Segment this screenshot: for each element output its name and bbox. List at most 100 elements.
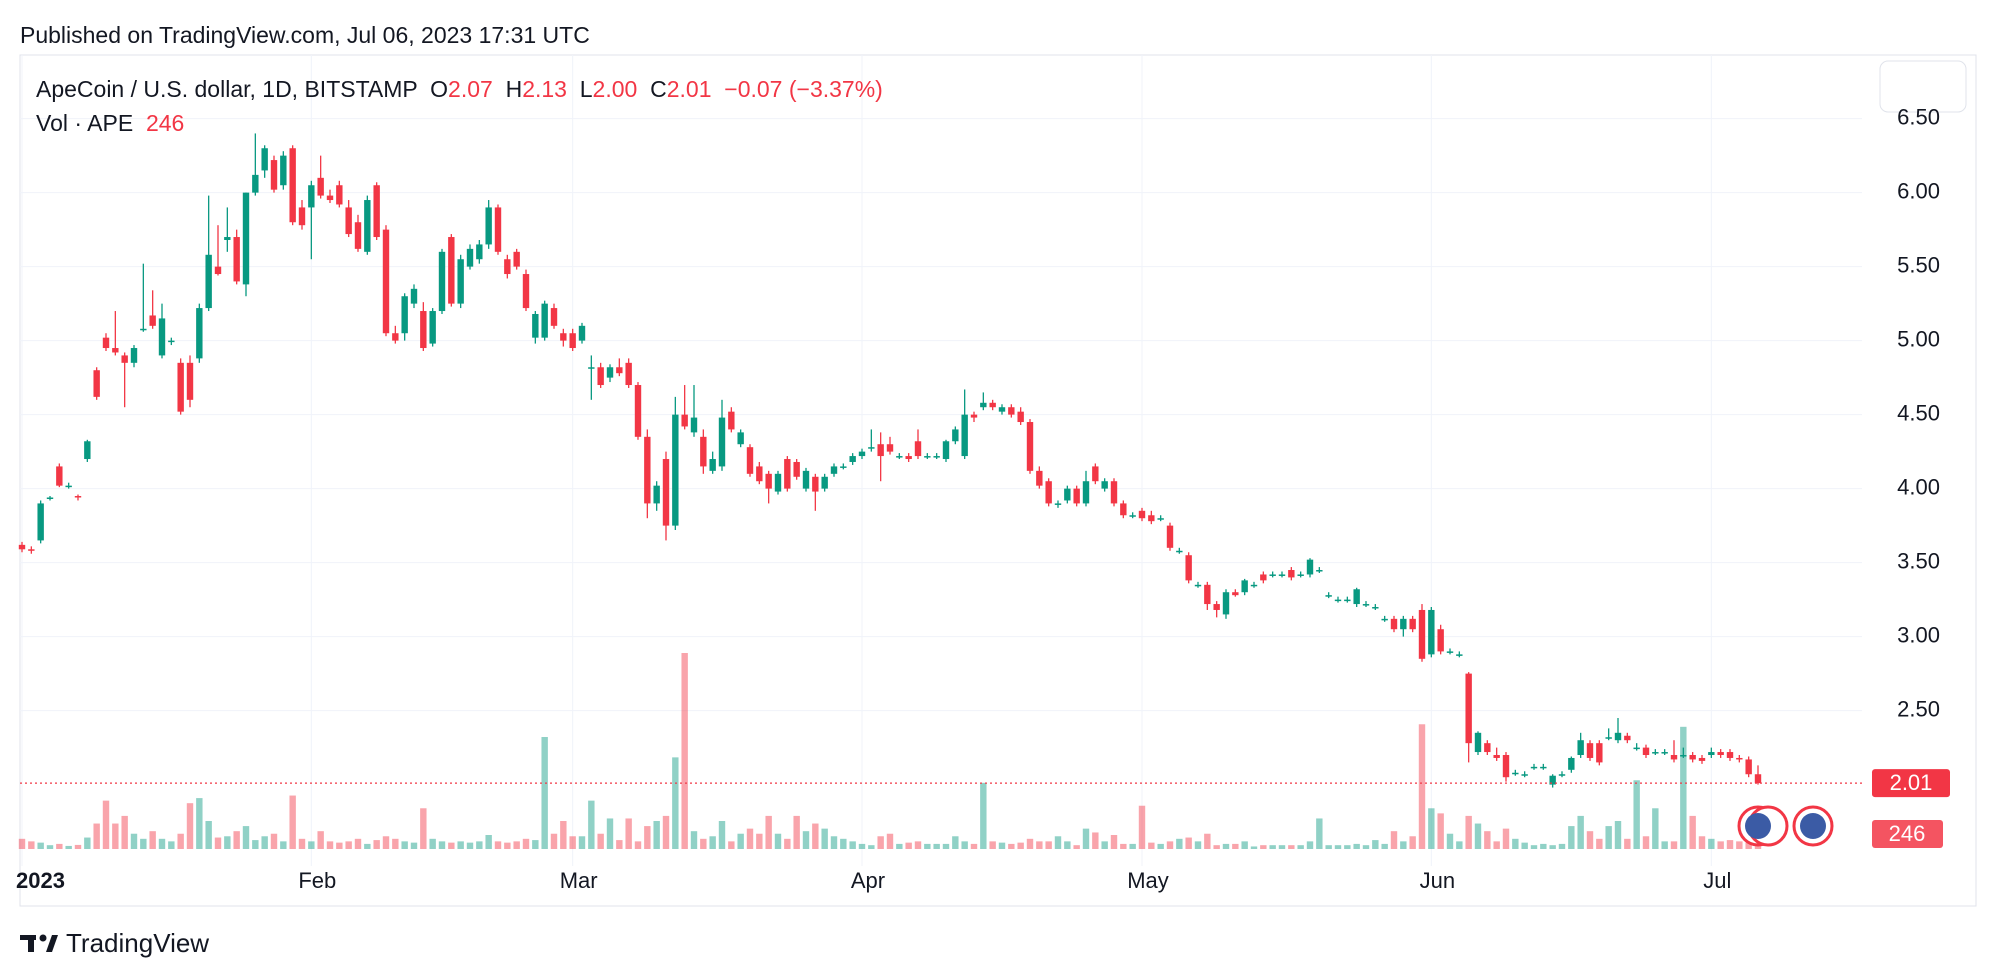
candle-body [896,456,903,458]
x-tick-label: Feb [298,868,336,893]
volume-bar [317,831,324,849]
y-tick-label: 6.50 [1897,104,1940,129]
volume-bar [1596,838,1603,849]
candle-body [1586,743,1594,758]
volume-bar [1213,845,1220,849]
volume-bar [905,842,912,849]
volume-bar [102,800,110,849]
volume-bar [1064,841,1071,849]
candle-body [756,466,763,482]
y-tick-label: 4.00 [1897,474,1940,499]
volume-bar [597,833,604,849]
last-price-tag [1872,769,1950,798]
volume-bar [924,843,931,849]
candle-body [1642,747,1650,756]
candle-body [709,459,716,471]
volume-bar [1353,843,1360,849]
candle-body [1213,604,1220,610]
candle-body [1120,503,1127,516]
volume-bar [1670,841,1678,849]
volume-bar [392,838,399,849]
y-tick-label: 6.00 [1897,178,1940,203]
volume-bar [457,841,464,849]
volume-bar [270,833,278,849]
candle-body [597,367,604,386]
volume-bar [1138,805,1146,849]
volume-bar [37,842,44,849]
candle-body [1568,757,1575,770]
volume-bar [560,821,567,849]
candle-body [746,447,754,474]
volume-tag [1872,820,1943,848]
volume-bar [28,841,35,849]
candle-body [158,318,166,356]
volume-bar [1148,842,1155,849]
settings-button[interactable] [1879,60,1967,113]
volume-bar [1250,846,1258,849]
brand[interactable]: TradingView [66,928,210,958]
volume-bar [765,815,772,849]
candle-body [130,348,138,363]
candle-body [1726,752,1734,758]
volume-bar [784,838,791,849]
x-tick-label: Jul [1703,868,1731,893]
volume-bar [410,842,418,849]
volume-bar [1110,835,1118,849]
ohlc-key: L [579,76,593,102]
candle-body [728,411,735,430]
volume-bar [336,842,343,849]
grid: 2.50 3.00 3.50 4.00 4.50 5.00 5.50 6.00 6.50 2023… [16,55,1940,893]
candle-body [1577,740,1584,756]
volume-bar [466,842,474,849]
volume-bar [18,838,26,849]
x-tick-label: Apr [851,868,885,893]
volume-bar [1334,845,1342,849]
volume-bar [1614,821,1622,849]
candle-body [1269,574,1276,576]
volume-bar [830,836,838,849]
candle-body [1166,525,1174,548]
volume-bar [242,826,250,849]
volume-bar [1045,841,1052,849]
volume-bar [1456,841,1463,849]
candle-body [634,385,642,437]
candle-body [121,355,128,363]
volume-bar [289,795,296,849]
volume-bar [345,841,352,849]
candle-body [625,362,632,386]
volume-bar [1316,818,1323,849]
volume-legend: Vol · APE 246 [36,110,184,137]
candle-body [1325,595,1332,597]
candle-body [364,200,371,252]
volume-bar [224,836,231,849]
volume-bar [1400,841,1407,849]
volume-bar [1558,843,1566,849]
candle-body [1353,589,1360,605]
candle-body [177,362,184,412]
volume-bar [1176,838,1183,849]
volume-bar [1185,837,1192,849]
volume-bar [998,842,1006,849]
candle-body [373,185,380,238]
candle-body [616,367,623,374]
volume-bar [140,838,147,849]
candle-body [354,222,362,249]
volume-bar [1260,845,1267,849]
candle-body [933,456,940,458]
candle-body [1260,574,1267,581]
volume-bar [1446,833,1454,849]
candle-body [1297,574,1304,576]
volume-bar [1036,841,1043,849]
volume-bar [662,815,670,849]
volume-bar [513,841,520,849]
candle-body [1222,592,1230,615]
candle-body [522,274,530,309]
candle-body [1698,757,1706,761]
candle-body [1008,407,1015,415]
volume-bar [681,653,688,849]
volume-bar [914,841,922,849]
volume-bar [168,841,175,849]
candle-body [1474,732,1482,753]
candle-body [1036,470,1043,486]
